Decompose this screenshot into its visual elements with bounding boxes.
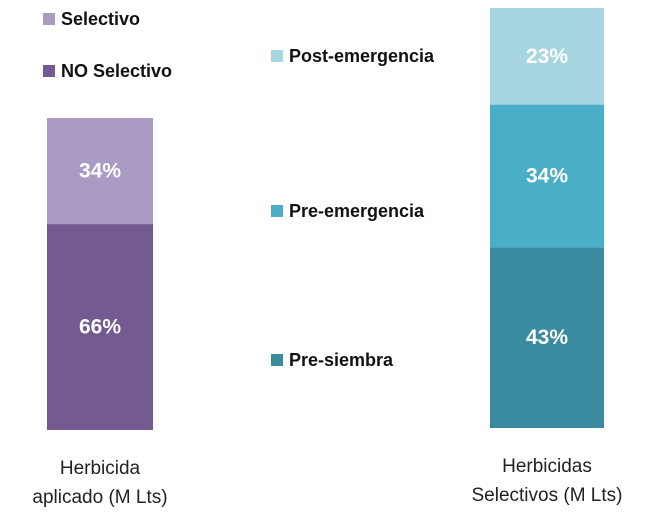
bar-segment [47,224,153,430]
bar-segment [490,8,604,105]
legend-swatch [271,50,283,62]
legend-label: Post-emergencia [289,46,435,66]
legend-swatch [43,65,55,77]
category-label: Herbicidas Selectivos (M Lts) [471,456,623,506]
value-label: 34% [79,160,121,183]
category-label: Herbicida aplicado (M Lts) [32,458,168,508]
value-label: 43% [526,326,568,349]
value-label: 34% [526,165,568,188]
legend-label: Pre-emergencia [289,201,425,221]
legend-label: Selectivo [61,9,140,29]
value-label: 23% [526,45,568,68]
bar-segment [47,118,153,225]
bar-segment [490,104,604,248]
legend-label: NO Selectivo [61,61,172,81]
legend-swatch [271,354,283,366]
legend-swatch [43,13,55,25]
value-label: 66% [79,316,121,339]
legend-swatch [271,205,283,217]
bar-segment [490,247,604,428]
legend-label: Pre-siembra [289,350,394,370]
